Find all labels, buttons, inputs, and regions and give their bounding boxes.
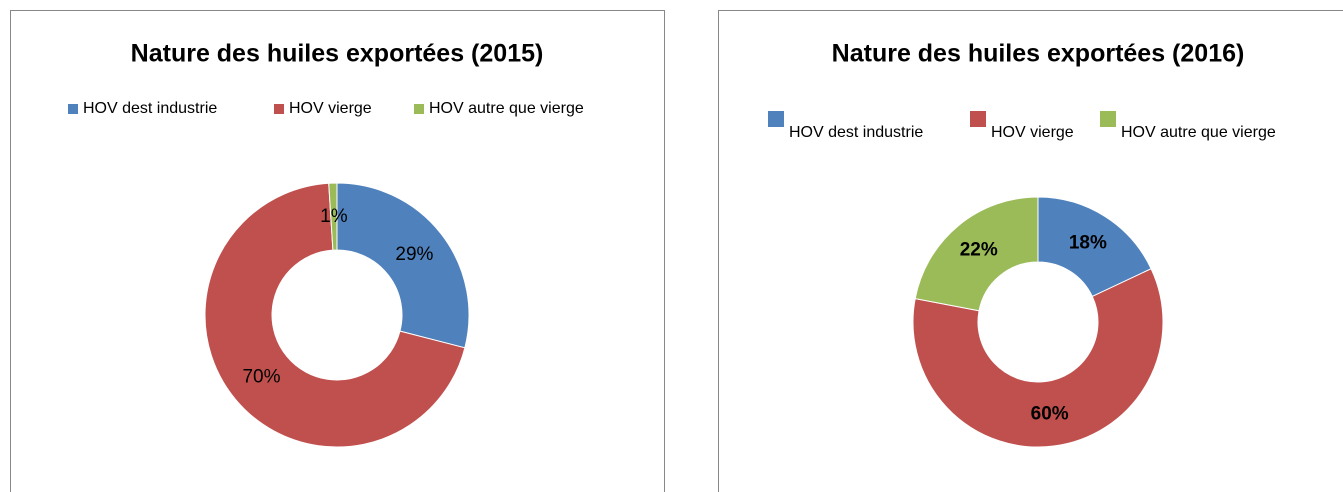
slice [204,182,466,448]
legend-label: HOV autre que vierge [429,100,584,117]
legend-swatch [414,104,424,114]
slice [328,182,338,251]
legend-label: HOV dest industrie [789,124,923,141]
slice [336,182,470,349]
data-label: 18% [1069,232,1107,253]
legend-swatch [1100,111,1116,127]
chart-title: Nature des huiles exportées (2016) [832,40,1245,68]
legend-swatch [274,104,284,114]
data-label: 22% [960,239,998,260]
legend-label: HOV vierge [991,124,1074,141]
legend-label: HOV vierge [289,100,372,117]
legend-label: HOV dest industrie [83,100,217,117]
data-label: 29% [395,244,433,265]
slice [912,268,1164,448]
data-label: 1% [320,206,348,227]
data-label: 70% [242,366,280,387]
legend-swatch [970,111,986,127]
legend-swatch [768,111,784,127]
legend-label: HOV autre que vierge [1121,124,1276,141]
slice [914,196,1039,312]
chart-title: Nature des huiles exportées (2015) [131,40,544,68]
legend-swatch [68,104,78,114]
slice [1037,196,1152,298]
data-label: 60% [1031,403,1069,424]
